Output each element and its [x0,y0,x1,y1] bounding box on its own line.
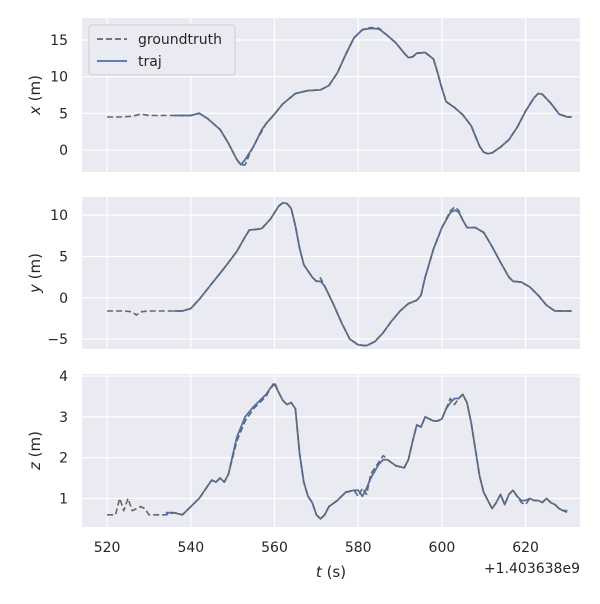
y-tick-label: −5 [47,332,68,348]
x-tick-label: 600 [429,540,456,556]
legend-frame [88,24,236,76]
panel-background [82,197,580,349]
x-tick-label: 540 [177,540,204,556]
y-tick-label: 10 [50,70,68,86]
legend-label-traj: traj [138,54,162,70]
x-tick-label: 520 [94,540,121,556]
y-tick-label: 5 [59,249,68,265]
y-tick-label: 3 [59,410,68,426]
y-tick-label: 0 [59,143,68,159]
y-axis-label: x (m) [26,75,44,116]
y-tick-label: 0 [59,291,68,307]
legend-label-groundtruth: groundtruth [138,32,222,48]
y-tick-label: 5 [59,106,68,122]
y-tick-label: 10 [50,208,68,224]
series-line-groundtruth [107,381,568,520]
panel-y: −5 0 5 10 y (m) [26,197,580,349]
x-axis-label: t (s) [316,563,346,581]
series-line-groundtruth [107,26,572,167]
x-tick-label: 560 [261,540,288,556]
y-tick-label: 1 [59,491,68,507]
y-tick-label: 4 [59,369,68,385]
panel-z: 1 2 3 4 z (m) 520 540 560 580 600 620 [26,369,580,556]
y-axis-label: z (m) [26,431,44,471]
legend: groundtruth traj [88,24,236,76]
x-offset-text: +1.403638e9 [484,561,580,577]
x-tick-label: 580 [345,540,372,556]
y-tick-label: 2 [59,451,68,467]
y-axis-label: y (m) [26,253,44,294]
y-tick-label: 15 [50,33,68,49]
series-line-groundtruth [107,202,572,347]
x-tick-label: 620 [512,540,539,556]
